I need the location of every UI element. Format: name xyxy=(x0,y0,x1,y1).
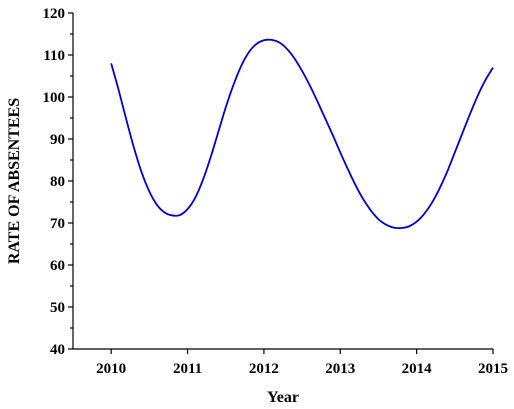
y-tick-label: 60 xyxy=(50,258,65,274)
series-layer xyxy=(110,38,494,230)
y-tick-label: 80 xyxy=(50,174,65,190)
series-line xyxy=(110,38,494,230)
y-tick-label: 50 xyxy=(50,300,65,316)
y-tick-label: 70 xyxy=(50,216,65,232)
y-tick-label: 40 xyxy=(50,342,65,358)
x-tick-label: 2012 xyxy=(249,361,279,377)
y-axis-title: RATE OF ABSENTEES xyxy=(6,98,23,264)
axes xyxy=(72,13,493,350)
x-tick-label: 2010 xyxy=(96,361,126,377)
x-tick-label: 2011 xyxy=(173,361,202,377)
y-axis-ticks: 40 50 60 70 80 90 100 110 120 xyxy=(43,6,73,358)
y-tick-label: 100 xyxy=(43,90,66,106)
y-tick-label: 110 xyxy=(43,48,65,64)
x-axis-ticks: 2010 2011 2012 2013 2014 2015 xyxy=(96,349,508,377)
y-tick-label: 90 xyxy=(50,132,65,148)
x-tick-label: 2015 xyxy=(478,361,508,377)
x-axis-title: Year xyxy=(267,389,299,406)
y-tick-label: 120 xyxy=(43,6,66,22)
x-tick-label: 2014 xyxy=(402,361,433,377)
x-tick-label: 2013 xyxy=(325,361,355,377)
